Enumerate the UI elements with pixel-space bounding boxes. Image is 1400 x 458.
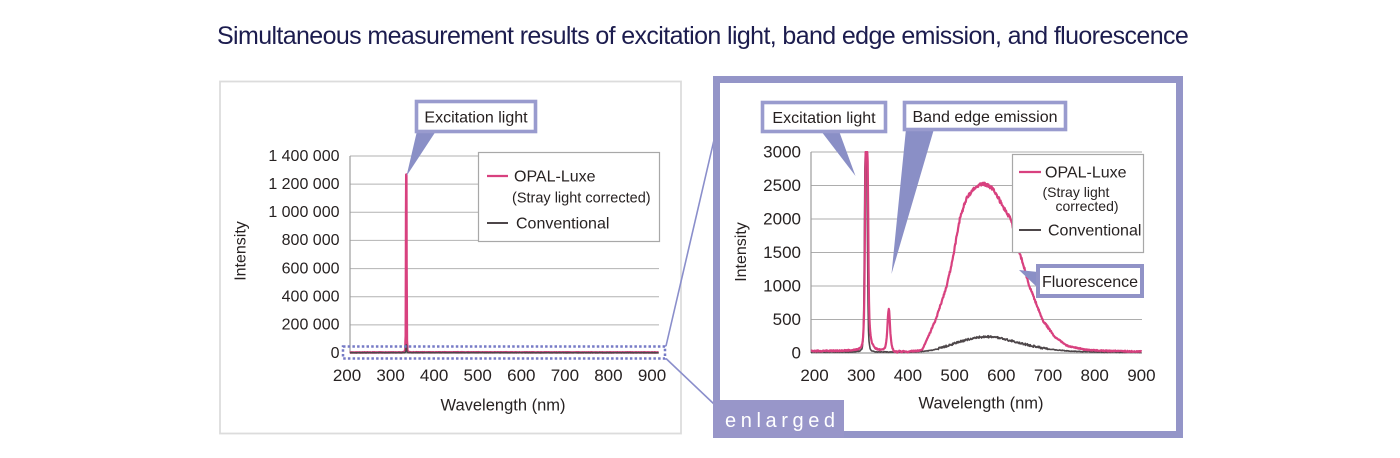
svg-text:200: 200 [333,366,361,385]
svg-text:300: 300 [847,366,875,385]
svg-text:Excitation light: Excitation light [424,110,528,127]
svg-text:(Stray light: (Stray light [1043,184,1110,200]
svg-text:Conventional: Conventional [1048,223,1141,240]
svg-text:Intensity: Intensity [733,222,750,282]
svg-text:Simultaneous measurement resul: Simultaneous measurement results of exci… [217,22,1188,50]
svg-text:OPAL-Luxe: OPAL-Luxe [1045,165,1127,182]
svg-text:600: 600 [507,366,535,385]
svg-text:Excitation light: Excitation light [772,110,876,127]
svg-text:900: 900 [1127,366,1155,385]
svg-text:500: 500 [464,366,492,385]
svg-text:Wavelength (nm): Wavelength (nm) [918,395,1043,413]
svg-text:0: 0 [792,344,801,363]
svg-text:900: 900 [638,366,666,385]
svg-text:1000: 1000 [763,277,801,296]
svg-text:500: 500 [940,366,968,385]
svg-text:Conventional: Conventional [516,216,609,233]
svg-text:700: 700 [1034,366,1062,385]
svg-text:600 000: 600 000 [282,260,340,277]
svg-text:400 000: 400 000 [282,289,340,306]
svg-text:600: 600 [987,366,1015,385]
svg-text:Band edge emission: Band edge emission [913,109,1058,126]
svg-text:800: 800 [1081,366,1109,385]
svg-text:(Stray light corrected): (Stray light corrected) [512,191,651,207]
svg-text:1500: 1500 [763,243,801,262]
svg-text:800: 800 [594,366,622,385]
svg-text:2500: 2500 [763,176,801,195]
svg-text:2000: 2000 [763,210,801,229]
svg-text:1 400 000: 1 400 000 [268,148,339,165]
svg-text:0: 0 [331,345,340,362]
svg-text:OPAL-Luxe: OPAL-Luxe [514,169,596,186]
svg-text:400: 400 [420,366,448,385]
svg-text:1 000 000: 1 000 000 [268,204,339,221]
svg-text:enlarged: enlarged [725,410,840,432]
svg-text:200 000: 200 000 [282,317,340,334]
svg-text:Intensity: Intensity [233,221,250,281]
svg-text:800 000: 800 000 [282,232,340,249]
svg-text:Wavelength (nm): Wavelength (nm) [440,397,565,415]
svg-text:corrected): corrected) [1056,198,1119,214]
svg-text:700: 700 [551,366,579,385]
svg-text:3000: 3000 [763,143,801,162]
svg-text:300: 300 [376,366,404,385]
svg-text:200: 200 [800,366,828,385]
svg-text:400: 400 [894,366,922,385]
svg-text:Fluorescence: Fluorescence [1042,274,1138,291]
svg-text:1 200 000: 1 200 000 [268,176,339,193]
svg-text:500: 500 [773,310,801,329]
